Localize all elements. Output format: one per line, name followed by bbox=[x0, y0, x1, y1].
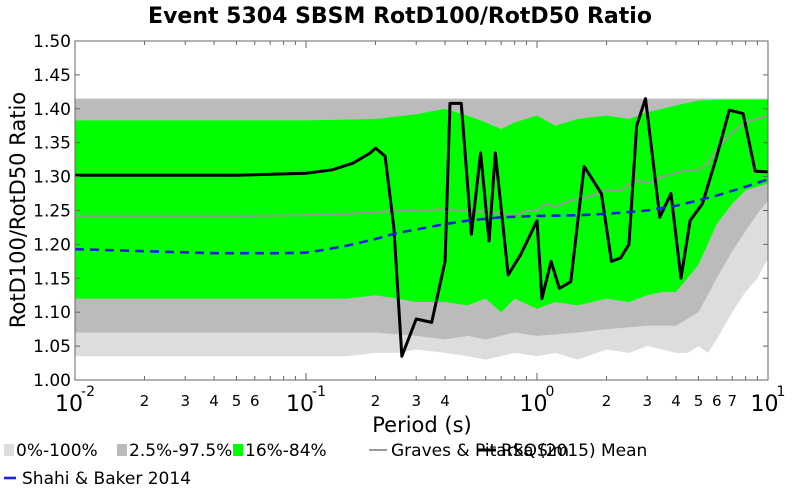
y-tick-label: 1.40 bbox=[33, 100, 71, 120]
x-minor-tick-label: 3 bbox=[411, 392, 421, 410]
x-major-tick-label: 101 bbox=[751, 384, 786, 417]
x-minor-tick-label: 4 bbox=[671, 392, 681, 410]
x-minor-tick-label: 7 bbox=[727, 392, 737, 410]
x-major-tick-label: 10-2 bbox=[55, 384, 95, 417]
x-minor-tick-label: 4 bbox=[440, 392, 450, 410]
legend-label: RSQSim bbox=[501, 441, 569, 461]
x-minor-tick-label: 2 bbox=[140, 392, 150, 410]
legend-label: Graves & Pitarka (2015) Mean bbox=[391, 441, 647, 461]
x-major-tick-label: 10-1 bbox=[286, 384, 326, 417]
x-axis-label: Period (s) bbox=[372, 413, 471, 437]
y-tick-label: 1.15 bbox=[33, 269, 71, 289]
y-tick-label: 1.45 bbox=[33, 66, 71, 86]
series-layer bbox=[74, 97, 769, 358]
x-minor-tick-label: 3 bbox=[642, 392, 652, 410]
legend-label: 2.5%-97.5% bbox=[129, 441, 232, 461]
y-tick-label: 1.50 bbox=[33, 32, 71, 52]
legend-item-rsqsim: RSQSim bbox=[478, 441, 569, 461]
y-axis: 1.00 1.05 1.10 1.15 1.20 1.25 1.30 1.35 1.40 1.45… bbox=[33, 32, 768, 391]
legend-swatch bbox=[117, 444, 127, 456]
legend-item-band-2-5-97-5: 2.5%-97.5% bbox=[117, 441, 232, 461]
y-tick-label: 1.30 bbox=[33, 168, 71, 188]
legend-label: 16%-84% bbox=[245, 441, 327, 461]
legend-swatch bbox=[4, 444, 14, 456]
legend: 0%-100% 2.5%-97.5% 16%-84% Graves & Pitarka… bbox=[4, 441, 647, 489]
x-minor-tick-label: 4 bbox=[209, 392, 219, 410]
legend-label: 0%-100% bbox=[16, 441, 98, 461]
y-axis-label: RotD100/RotD50 Ratio bbox=[6, 92, 30, 328]
bands-layer bbox=[75, 98, 768, 360]
x-minor-tick-label: 6 bbox=[712, 392, 722, 410]
band-band-16-84 bbox=[75, 99, 768, 313]
chart-title: Event 5304 SBSM RotD100/RotD50 Ratio bbox=[148, 4, 652, 29]
legend-item-band-0-100: 0%-100% bbox=[4, 441, 98, 461]
legend-label: Shahi & Baker 2014 bbox=[22, 469, 191, 489]
x-minor-tick-label: 3 bbox=[180, 392, 190, 410]
x-minor-tick-label: 2 bbox=[371, 392, 381, 410]
y-tick-label: 1.10 bbox=[33, 303, 71, 323]
series-mean bbox=[75, 114, 769, 217]
series-shahi bbox=[74, 178, 769, 255]
y-tick-label: 1.25 bbox=[33, 202, 71, 222]
legend-swatch bbox=[233, 444, 243, 456]
y-tick-label: 1.05 bbox=[33, 337, 71, 357]
x-minor-tick-label: 2 bbox=[602, 392, 612, 410]
legend-item-band-16-84: 16%-84% bbox=[233, 441, 327, 461]
x-minor-tick-label: 5 bbox=[694, 392, 704, 410]
series-rsqsim bbox=[75, 97, 769, 358]
x-major-tick-label: 100 bbox=[520, 384, 555, 417]
x-minor-tick-label: 6 bbox=[250, 392, 260, 410]
legend-item-mean: Graves & Pitarka (2015) Mean bbox=[369, 441, 647, 461]
x-minor-tick-label: 5 bbox=[232, 392, 242, 410]
legend-item-shahi: Shahi & Baker 2014 bbox=[4, 469, 191, 489]
y-tick-label: 1.00 bbox=[33, 371, 71, 391]
y-tick-label: 1.20 bbox=[33, 235, 71, 255]
y-tick-label: 1.35 bbox=[33, 134, 71, 154]
